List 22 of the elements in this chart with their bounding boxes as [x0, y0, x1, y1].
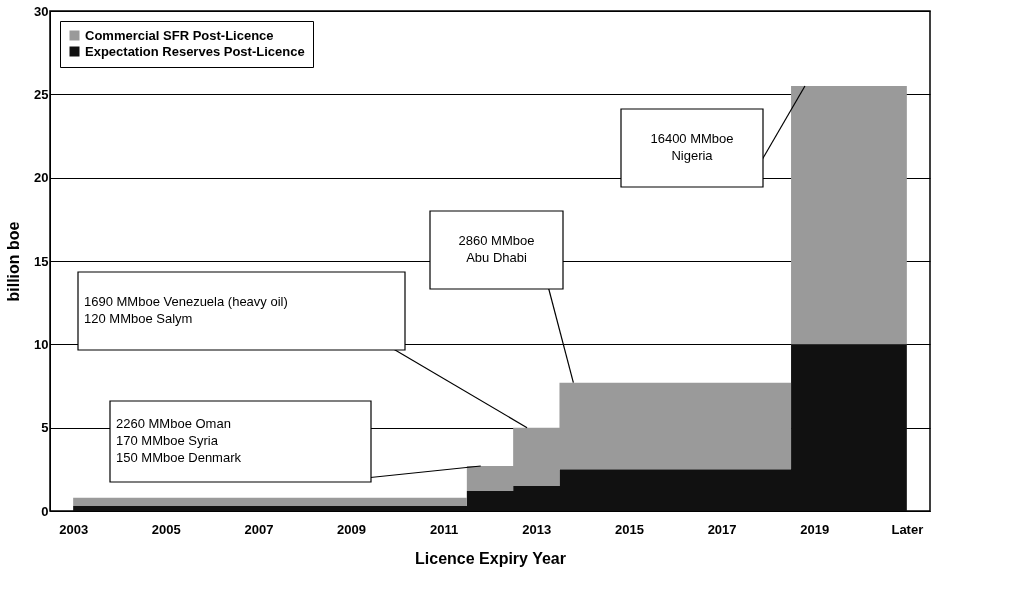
x-tick-label: 2009 [337, 521, 367, 537]
y-tick-label: 30 [34, 3, 49, 19]
y-tick-label: 20 [34, 170, 49, 186]
y-tick-label: 15 [34, 253, 49, 269]
y-tick-label: 10 [34, 336, 49, 352]
x-axis-title: Licence Expiry Year [415, 549, 566, 567]
y-tick-label: 25 [34, 86, 49, 102]
x-tick-label: 2017 [707, 521, 737, 537]
y-tick-label: 0 [41, 503, 49, 519]
x-tick-label: 2007 [244, 521, 274, 537]
x-tick-label: 2003 [59, 521, 89, 537]
x-tick-label: Later [891, 521, 924, 537]
x-tick-label: 2015 [614, 521, 644, 537]
legend-label: Commercial SFR Post-Licence [85, 27, 274, 43]
legend-label: Expectation Reserves Post-Licence [85, 43, 305, 59]
x-tick-label: 2005 [151, 521, 181, 537]
y-tick-label: 5 [41, 420, 49, 436]
y-axis-title: billion boe [5, 221, 23, 302]
annotation: 16400 MMboe Nigeria [650, 131, 734, 163]
x-tick-label: 2011 [430, 521, 459, 537]
x-tick-label: 2013 [522, 521, 552, 537]
x-tick-label: 2019 [800, 521, 830, 537]
